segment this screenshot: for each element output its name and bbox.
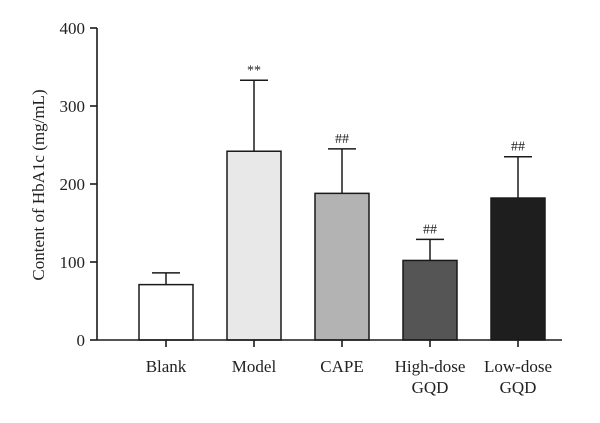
x-tick-label-line: Blank xyxy=(146,357,187,376)
significance-label: ## xyxy=(511,140,525,155)
x-tick-label-line: Model xyxy=(232,357,277,376)
y-axis-label: Content of HbA1c (mg/mL) xyxy=(29,89,48,280)
y-tick-label: 400 xyxy=(60,19,86,38)
x-tick-label-line: Low-dose xyxy=(484,357,552,376)
significance-label: ## xyxy=(335,132,349,147)
x-tick-label: Low-dose GQD xyxy=(484,357,552,397)
x-tick-label-line: High-dose xyxy=(395,357,466,376)
bar xyxy=(314,192,370,341)
x-tick-label-line: GQD xyxy=(412,378,449,397)
y-axis: 0 100 200 300 400 xyxy=(60,19,98,350)
x-tick-label: CAPE xyxy=(320,357,363,376)
significance-label: ** xyxy=(247,63,261,78)
x-tick-label-line: CAPE xyxy=(320,357,363,376)
bars: ** ## ## ## xyxy=(138,63,546,341)
y-tick-label: 300 xyxy=(60,97,86,116)
x-tick-label: Blank xyxy=(146,357,187,376)
bar xyxy=(226,150,282,341)
bar xyxy=(138,283,194,341)
bar xyxy=(402,259,458,341)
x-tick-label-line: GQD xyxy=(500,378,537,397)
y-tick-label: 0 xyxy=(77,331,86,350)
significance-label: ## xyxy=(423,222,437,237)
x-tick-label: Model xyxy=(232,357,277,376)
bar xyxy=(490,197,546,341)
y-tick-label: 100 xyxy=(60,253,86,272)
x-axis: Blank Model CAPE High-dose GQD Low-dose GQD xyxy=(97,339,562,397)
y-tick-label: 200 xyxy=(60,175,86,194)
x-tick-label: High-dose GQD xyxy=(395,357,466,397)
